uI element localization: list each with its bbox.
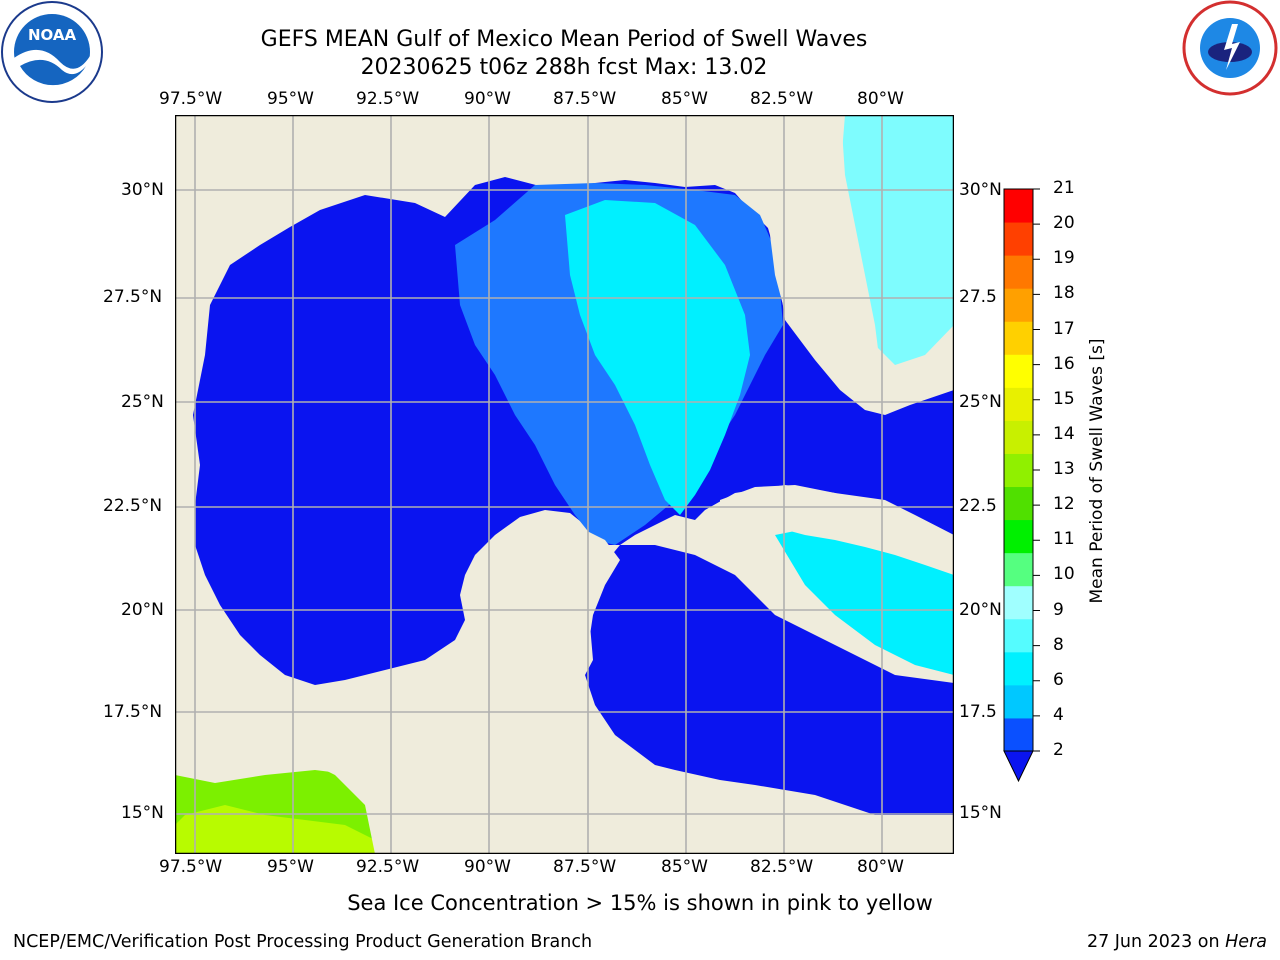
lat-label-left: 27.5°N [103,287,163,307]
colorbar-segment [1004,354,1033,388]
colorbar-tick-label: 18 [1053,283,1075,304]
pacific-yellow-water [175,805,390,854]
colorbar-segment [1004,255,1033,289]
colorbar-tick-label: 8 [1053,634,1064,655]
colorbar-tick-label: 15 [1053,388,1075,409]
lon-label-bottom: 82.5°W [750,857,814,877]
colorbar-tick-label: 10 [1053,564,1075,585]
colorbar-segment [1004,552,1033,587]
colorbar-segment [1004,387,1033,421]
map-title: GEFS MEAN Gulf of Mexico Mean Period of … [260,27,868,52]
lon-label-bottom: 90°W [464,857,511,877]
lon-label-bottom: 80°W [857,857,904,877]
map-border [174,114,955,855]
lon-label-top: 97.5°W [159,89,223,109]
colorbar [1000,185,1040,785]
nws-logo [1180,0,1280,100]
colorbar-tick-label: 20 [1053,213,1075,234]
colorbar-tick-label: 9 [1053,599,1064,620]
yucatan-land [235,530,620,854]
lat-label-left: 15°N [121,803,164,823]
lon-label-top: 85°W [661,89,708,109]
grid-lines [175,115,954,854]
colorbar-segment [1004,420,1033,454]
florida-land [760,115,880,395]
lat-label-right: 27.5 [959,287,997,307]
lon-label-bottom: 97.5°W [159,857,223,877]
lon-label-bottom: 85°W [661,857,708,877]
lat-label-left: 17.5°N [103,702,163,722]
honduras-land [555,765,785,854]
lat-label-right: 22.5 [959,496,997,516]
lat-label-left: 22.5°N [103,496,163,516]
footer-date-text: 27 Jun 2023 on [1086,932,1226,952]
lat-label-right: 25°N [959,392,1002,412]
colorbar-tick-label: 17 [1053,318,1075,339]
lat-label-right: 30°N [959,180,1002,200]
map-area [174,114,955,855]
colorbar-tick-label: 13 [1053,459,1075,479]
footer-host: Hera [1225,932,1267,952]
colorbar-tick-label: 2 [1053,740,1064,760]
footer-date: 27 Jun 2023 on Hera [1087,932,1267,952]
colorbar-tick-label: 16 [1053,353,1075,374]
gulf-cyan-water [565,200,750,515]
colorbar-extend-triangle [1003,750,1034,783]
colorbar-tick-label: 11 [1053,529,1075,550]
colorbar-tick-label: 14 [1053,423,1075,444]
colorbar-segment [1004,585,1033,620]
colorbar-tick-label: 21 [1053,178,1075,198]
lat-label-right: 15°N [959,803,1002,823]
colorbar-tick-label: 6 [1053,669,1064,690]
lon-label-top: 82.5°W [750,89,814,109]
noaa-logo: NOAA [0,0,104,104]
lon-label-bottom: 92.5°W [356,857,420,877]
lat-label-left: 20°N [121,600,164,620]
lon-label-top: 87.5°W [553,89,617,109]
colorbar-tick-label: 19 [1053,248,1075,269]
lon-label-top: 80°W [857,89,904,109]
lon-label-top: 90°W [464,89,511,109]
lon-label-top: 92.5°W [356,89,420,109]
colorbar-segment [1004,453,1033,488]
colorbar-segment [1004,321,1033,355]
footer-credit: NCEP/EMC/Verification Post Processing Pr… [13,932,593,952]
colorbar-label: Mean Period of Swell Waves [s] [1087,338,1107,604]
lon-label-top: 95°W [267,89,314,109]
lat-label-left: 30°N [121,180,164,200]
colorbar-segment [1004,684,1033,719]
lat-label-left: 25°N [121,392,164,412]
colorbar-tick-label: 4 [1053,704,1064,725]
svg-text:NOAA: NOAA [28,26,77,44]
colorbar-tick-label: 12 [1053,494,1075,515]
map-caption: Sea Ice Concentration > 15% is shown in … [347,891,933,915]
caribbean-cyan-water [775,525,954,675]
lon-label-bottom: 87.5°W [553,857,617,877]
colorbar-segment [1004,222,1033,256]
colorbar-segment [1004,519,1033,554]
colorbar-segment [1004,189,1033,223]
lon-label-bottom: 95°W [267,857,314,877]
colorbar-segment [1004,651,1033,686]
lat-label-right: 17.5 [959,702,997,722]
colorbar-segment [1004,717,1033,752]
colorbar-segment [1004,618,1033,653]
map-subtitle: 20230625 t06z 288h fcst Max: 13.02 [360,55,768,80]
colorbar-segment [1004,288,1033,322]
lat-label-right: 20°N [959,600,1002,620]
colorbar-segment [1004,486,1033,521]
